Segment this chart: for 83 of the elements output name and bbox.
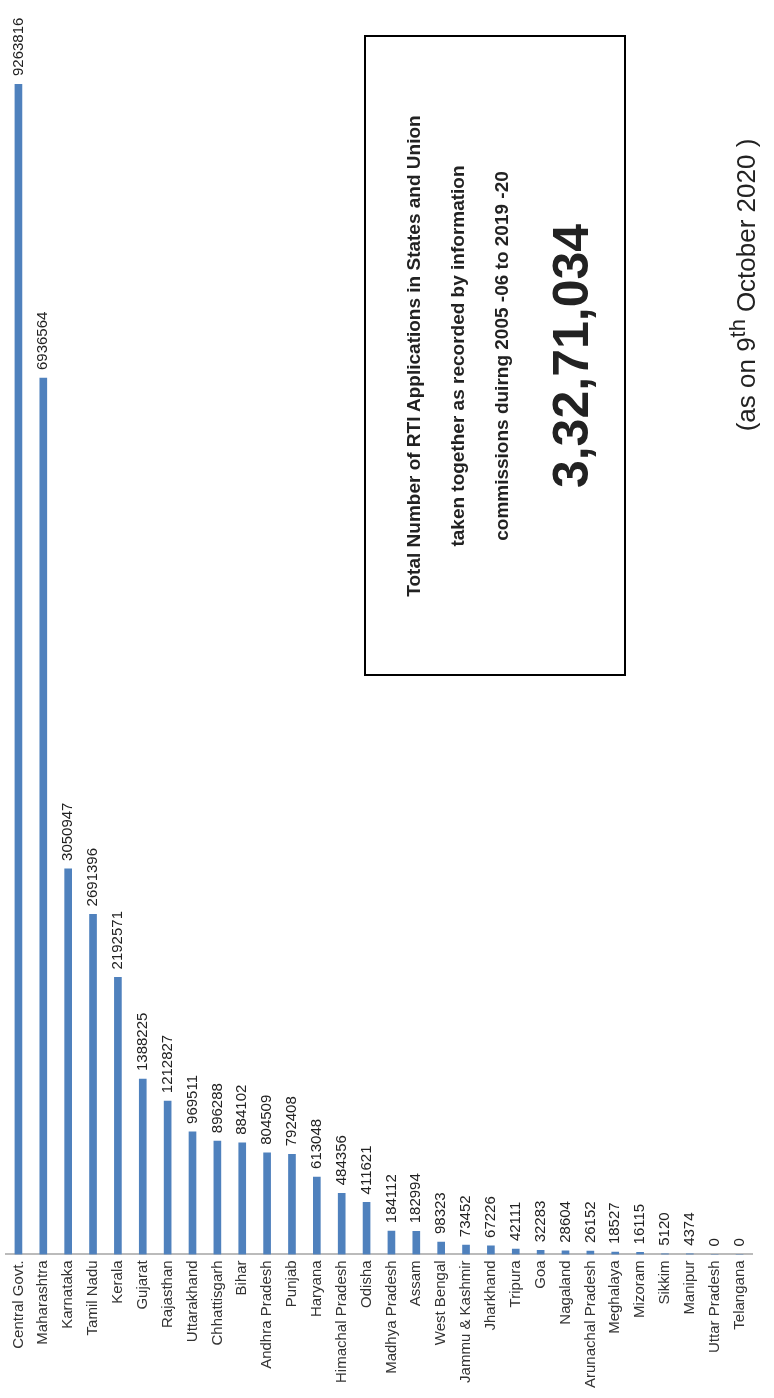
bar [163,1100,172,1255]
x-tick-label: Meghalaya [605,1259,623,1334]
x-tick-label: Tamil Nadu [83,1260,101,1336]
data-label: 2691396 [83,847,101,907]
data-label: 182994 [406,1173,424,1224]
data-label: 792408 [282,1096,300,1147]
data-label: 98323 [431,1192,449,1234]
data-label: 32283 [530,1200,548,1243]
bar [313,1176,321,1255]
text: 3,32,71,034 [541,223,599,488]
data-label: 0 [729,1238,747,1247]
bar [114,977,122,1255]
bar [89,914,97,1255]
data-label: 969511 [182,1074,200,1124]
data-label: 184112 [381,1174,399,1224]
data-label: 0 [704,1238,722,1247]
bar [437,1241,445,1255]
x-tick-label: Bihar [232,1260,250,1296]
x-tick-label: Jammu & Kashmir [456,1260,474,1383]
x-tick-label: Maharashtra [33,1259,51,1345]
x-tick-label: Manipur [679,1260,697,1315]
data-label: 484356 [331,1135,349,1186]
data-label: 16115 [630,1203,648,1245]
data-label: 18527 [605,1202,623,1245]
bar [362,1202,371,1255]
data-label: 6936564 [33,311,51,371]
x-tick-label: Telangana [729,1259,747,1330]
x-tick-label: Odisha [356,1259,374,1308]
x-tick-label: West Bengal [431,1260,449,1346]
data-label: 67226 [481,1196,499,1238]
data-label: 884102 [232,1084,250,1135]
bar [39,377,48,1255]
chart-title: Total Number of RTI Applications in States and Union taken together as recorded by information commissions duirng 2005 -06 to 2019 -20 [402,114,511,597]
x-tick-label: Rajasthan [157,1260,175,1328]
x-tick-label: Chhattisgarh [207,1260,225,1346]
bar [561,1250,570,1255]
data-label: 1212827 [157,1034,175,1094]
x-tick-label: Goa [530,1259,548,1289]
bar [188,1131,197,1255]
x-tick-label: Andhra Pradesh [257,1260,275,1369]
x-tick-label: Jharkhand [481,1260,499,1331]
x-tick-label: Assam [406,1260,424,1307]
data-label: 28604 [555,1201,573,1243]
data-label: 1388225 [132,1012,150,1072]
bar [412,1230,421,1255]
x-tick-label: Uttarakhand [182,1260,200,1343]
data-label: 73452 [456,1195,474,1238]
x-tick-label: Himachal Pradesh [331,1260,349,1383]
data-label: 3050947 [58,802,76,861]
bar [462,1244,470,1255]
bar [238,1142,247,1255]
x-tick-label: Madhya Pradesh [381,1260,399,1374]
bar [511,1248,520,1255]
x-tick-label: Sikkim [655,1260,673,1305]
x-tick-label: Central Govt. [8,1260,26,1349]
bar [14,84,23,1255]
x-tick-label: Kerala [108,1259,126,1304]
x-tick-label: Punjab [282,1260,300,1308]
x-tick-label: Nagaland [555,1260,573,1325]
x-tick-label: Tripura [505,1259,523,1308]
data-label: 4374 [679,1212,697,1246]
x-tick-label: Karnataka [58,1259,76,1329]
bar [487,1245,495,1255]
data-label: 5120 [655,1212,673,1246]
data-label: 411621 [356,1145,374,1195]
bar [64,868,72,1255]
data-label: 42111 [505,1201,523,1242]
x-tick-label: Mizoram [630,1260,648,1318]
data-label: 26152 [580,1201,598,1244]
data-label: 804509 [257,1094,275,1145]
x-tick-label: Uttar Pradesh [704,1260,722,1353]
x-tick-label: Gujarat [132,1259,150,1310]
bar [138,1078,147,1255]
data-label: 2192571 [108,911,126,970]
bar [337,1192,346,1255]
x-tick-label: Arunachal Pradesh [580,1260,598,1389]
bar [213,1140,222,1255]
data-label: 613048 [306,1118,324,1169]
bar [288,1153,296,1255]
x-tick-label: Haryana [306,1259,324,1318]
data-label: 9263816 [8,17,26,76]
bar [263,1152,271,1255]
data-label: 896288 [207,1083,225,1134]
